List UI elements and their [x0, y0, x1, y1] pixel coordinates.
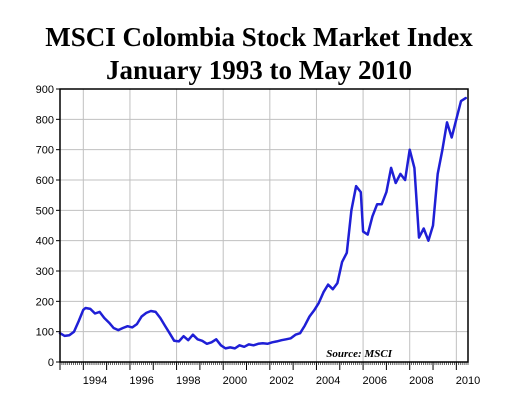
chart-subtitle: January 1993 to May 2010: [106, 55, 412, 85]
x-tick-label: 1998: [176, 375, 200, 387]
x-tick-label: 2000: [223, 375, 247, 387]
y-tick-label: 200: [36, 296, 54, 308]
x-tick-label: 2002: [269, 375, 293, 387]
source-annotation: Source: MSCI: [326, 348, 392, 360]
y-tick-label: 300: [36, 266, 54, 278]
series-layer: [58, 96, 467, 350]
y-tick-label: 0: [48, 357, 54, 369]
x-tick-label: 1994: [83, 375, 107, 387]
x-tick-label: 2008: [409, 375, 433, 387]
y-tick-label: 700: [36, 145, 54, 157]
x-tick-label: 1996: [129, 375, 153, 387]
chart-title: MSCI Colombia Stock Market Index: [45, 22, 473, 52]
y-tick-label: 100: [36, 327, 54, 339]
x-axis: 1994 1996 1998 2000 2002 2004 2006 2008 2010: [59, 362, 480, 387]
y-tick-label: 500: [36, 205, 54, 217]
x-tick-label: 2010: [456, 375, 480, 387]
gridlines: [60, 89, 468, 362]
x-tick-label: 2006: [363, 375, 387, 387]
plot-frame: [59, 88, 469, 363]
y-tick-label: 800: [36, 114, 54, 126]
y-tick-label: 900: [36, 84, 54, 96]
y-axis: 0 100 200 300 400 500 600 700 800 900: [36, 84, 60, 369]
series-line: [58, 96, 467, 350]
y-tick-label: 400: [36, 236, 54, 248]
y-tick-label: 600: [36, 175, 54, 187]
x-tick-label: 2004: [316, 375, 340, 387]
